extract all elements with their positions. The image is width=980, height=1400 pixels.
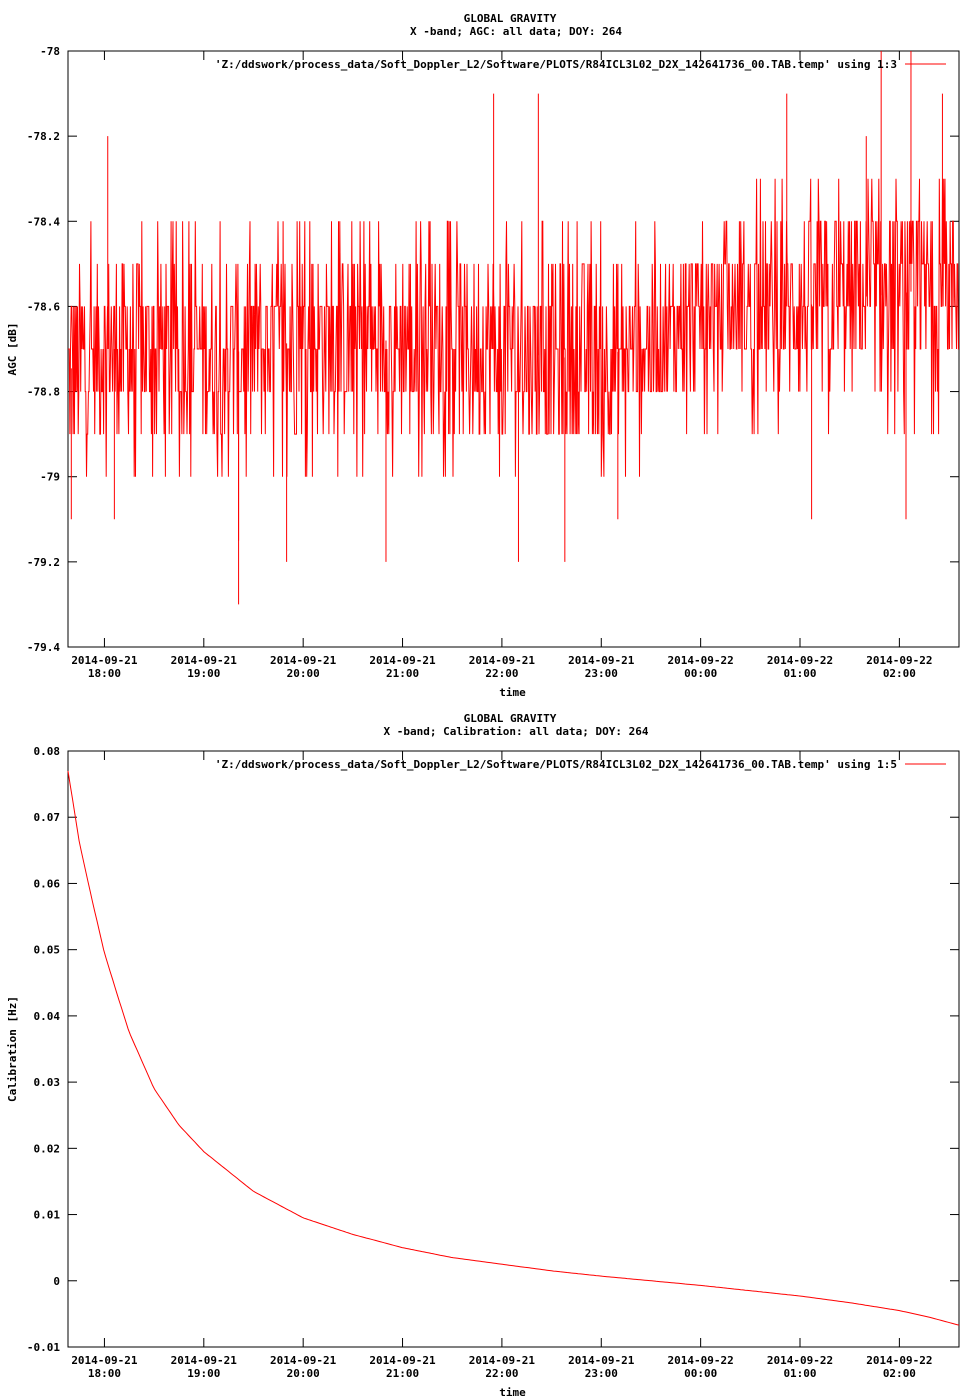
x-tick-date-label: 2014-09-21 [71,1354,138,1367]
chart-subtitle: X -band; Calibration: all data; DOY: 264 [384,725,649,738]
x-tick-date-label: 2014-09-21 [369,1354,436,1367]
series-line [67,770,960,1326]
x-tick-time-label: 21:00 [386,667,419,680]
y-tick-label: 0.02 [34,1142,61,1155]
y-tick-label: -78.6 [27,300,60,313]
y-tick-label: 0.03 [34,1076,61,1089]
y-tick-label: -79.2 [27,556,60,569]
x-tick-time-label: 22:00 [485,667,518,680]
y-axis-label: Calibration [Hz] [6,996,19,1102]
plot-frame [67,750,960,1348]
x-tick-time-label: 02:00 [883,667,916,680]
x-tick-date-label: 2014-09-21 [568,654,635,667]
x-tick-date-label: 2014-09-21 [171,654,238,667]
legend-label: 'Z:/ddswork/process_data/Soft_Doppler_L2… [215,758,897,771]
y-tick-label: -78 [40,45,60,58]
x-tick-time-label: 02:00 [883,1367,916,1380]
x-tick-time-label: 18:00 [88,667,121,680]
y-tick-label: 0.04 [34,1010,61,1023]
y-tick-label: -79.4 [27,641,60,654]
x-tick-date-label: 2014-09-21 [270,654,337,667]
x-tick-time-label: 18:00 [88,1367,121,1380]
x-tick-time-label: 19:00 [187,667,220,680]
x-tick-date-label: 2014-09-21 [171,1354,238,1367]
chart-title: GLOBAL GRAVITY [464,12,557,25]
y-tick-label: 0.07 [34,811,61,824]
x-tick-time-label: 19:00 [187,1367,220,1380]
x-tick-time-label: 23:00 [585,667,618,680]
x-tick-time-label: 20:00 [287,1367,320,1380]
y-tick-label: 0.08 [34,745,61,758]
x-axis-label: time [499,686,526,699]
y-tick-label: -79 [40,471,60,484]
x-tick-time-label: 23:00 [585,1367,618,1380]
y-tick-label: -78.4 [27,215,60,228]
x-tick-time-label: 22:00 [485,1367,518,1380]
x-tick-date-label: 2014-09-22 [668,654,734,667]
x-tick-time-label: 01:00 [783,1367,816,1380]
x-tick-time-label: 00:00 [684,1367,717,1380]
y-tick-label: -78.8 [27,386,60,399]
x-tick-date-label: 2014-09-22 [767,654,833,667]
x-tick-date-label: 2014-09-21 [469,1354,536,1367]
y-tick-label: -78.2 [27,130,60,143]
chart-subtitle: X -band; AGC: all data; DOY: 264 [410,25,622,38]
x-tick-date-label: 2014-09-22 [668,1354,734,1367]
x-axis-label: time [499,1386,526,1399]
y-tick-label: 0.06 [34,877,61,890]
chart-title: GLOBAL GRAVITY [464,712,557,725]
x-tick-date-label: 2014-09-21 [71,654,138,667]
y-tick-label: 0.01 [34,1209,61,1222]
y-axis-label: AGC [dB] [6,323,19,376]
legend-label: 'Z:/ddswork/process_data/Soft_Doppler_L2… [215,58,897,71]
x-tick-date-label: 2014-09-21 [270,1354,337,1367]
x-tick-time-label: 20:00 [287,667,320,680]
y-tick-label: 0.05 [34,944,61,957]
x-tick-date-label: 2014-09-22 [866,1354,932,1367]
x-tick-date-label: 2014-09-22 [866,654,932,667]
x-tick-time-label: 00:00 [684,667,717,680]
x-tick-date-label: 2014-09-21 [568,1354,635,1367]
series-line [68,178,959,477]
y-tick-label: -0.01 [27,1341,60,1354]
x-tick-date-label: 2014-09-22 [767,1354,833,1367]
y-tick-label: 0 [53,1275,60,1288]
x-tick-time-label: 01:00 [783,667,816,680]
x-tick-time-label: 21:00 [386,1367,419,1380]
x-tick-date-label: 2014-09-21 [369,654,436,667]
x-tick-date-label: 2014-09-21 [469,654,536,667]
